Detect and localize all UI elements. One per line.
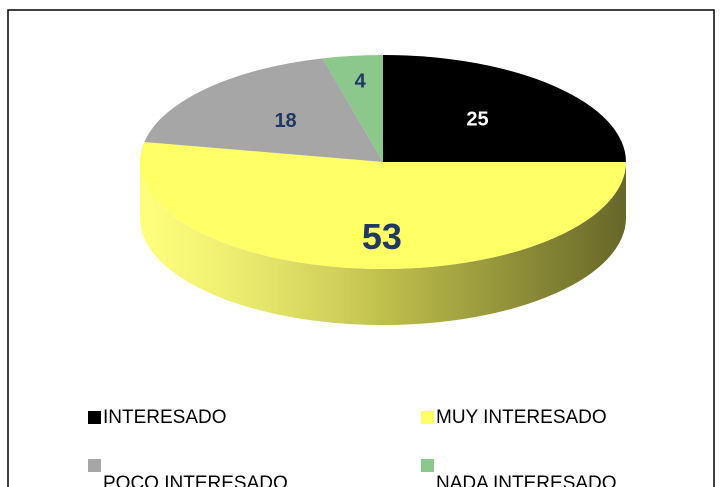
- legend-swatch: [421, 411, 434, 424]
- legend-swatch: [88, 459, 101, 472]
- data-label: 53: [362, 216, 402, 257]
- legend-swatch: [421, 459, 434, 472]
- pie-slice: [144, 58, 383, 162]
- legend-swatch: [88, 411, 101, 424]
- legend-label: NADA INTERESADO: [436, 473, 617, 487]
- pie-slice: [383, 55, 626, 162]
- pie-slice: [139, 141, 627, 270]
- legend-label: MUY INTERESADO: [436, 407, 607, 428]
- legend-label: POCO INTERESADO: [103, 473, 288, 487]
- pie-slice: [322, 55, 383, 162]
- legend-label: INTERESADO: [103, 407, 227, 428]
- data-label: 4: [355, 71, 367, 93]
- pie-side-shade: [140, 162, 626, 325]
- data-label: 25: [466, 109, 488, 131]
- data-label: 18: [274, 110, 296, 132]
